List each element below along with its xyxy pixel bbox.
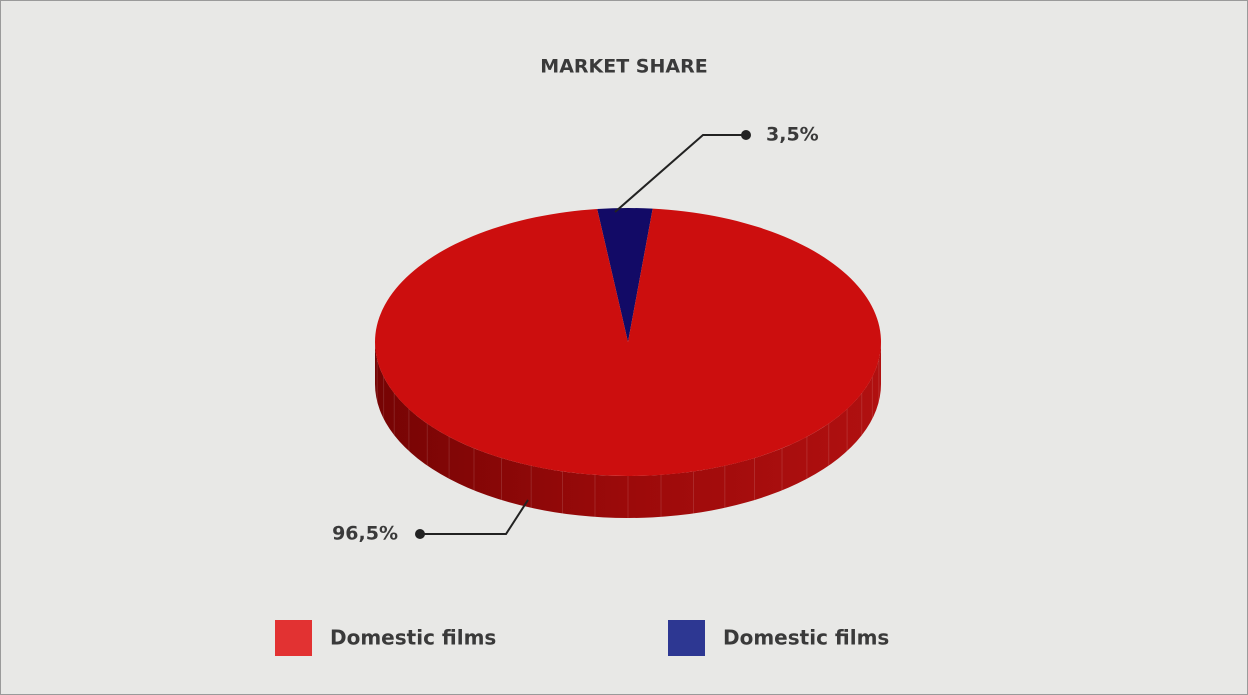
data-label: 96,5%: [332, 523, 398, 545]
legend-swatch: [275, 620, 312, 656]
pie-side: [375, 342, 881, 518]
data-label: 3,5%: [766, 124, 819, 146]
pie-slice: [375, 208, 881, 476]
leader-line: [614, 134, 746, 213]
legend-label: Domestic films: [723, 626, 889, 650]
leader-line: [420, 499, 529, 535]
pie-slice: [597, 208, 653, 342]
legend-label: Domestic films: [330, 626, 496, 650]
leader-dot: [741, 130, 751, 140]
legend-swatch: [668, 620, 705, 656]
leader-dot: [415, 529, 425, 539]
chart-title: MARKET SHARE: [540, 56, 707, 78]
